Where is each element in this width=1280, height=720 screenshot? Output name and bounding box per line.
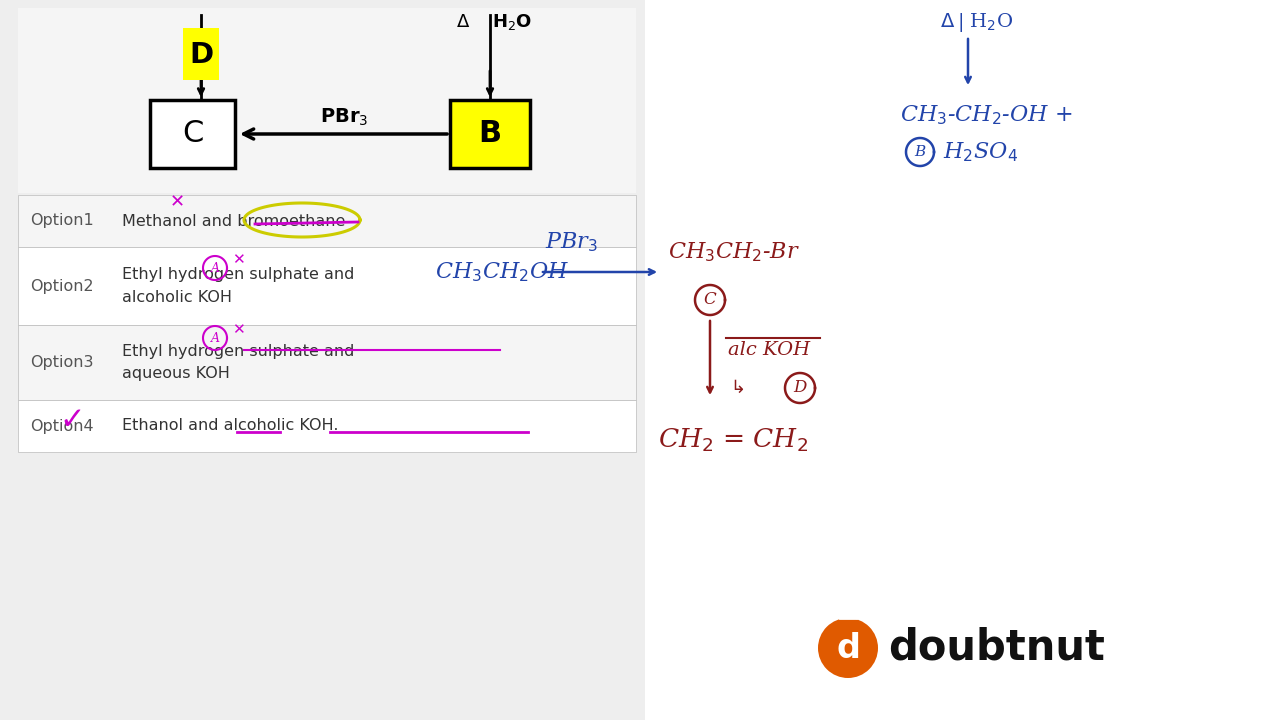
Bar (645, 0, 1280, 720)
Text: $\Delta$: $\Delta$ (940, 13, 955, 31)
Text: CH$_3$CH$_2$-Br: CH$_3$CH$_2$-Br (668, 240, 800, 264)
Bar (183, 28, 219, 80)
Text: | H$_2$O: | H$_2$O (957, 11, 1014, 34)
Text: Option1: Option1 (29, 214, 93, 228)
Text: ✕: ✕ (169, 193, 184, 211)
Bar (0, 0, 645, 720)
Text: Option4: Option4 (29, 418, 93, 433)
Text: PBr$_3$: PBr$_3$ (545, 230, 598, 254)
Text: CH$_2$ = CH$_2$: CH$_2$ = CH$_2$ (658, 426, 808, 454)
Text: alc KOH: alc KOH (728, 341, 810, 359)
Text: Methanol and bromoethane: Methanol and bromoethane (122, 214, 346, 228)
Text: CH$_3$-CH$_2$-OH +: CH$_3$-CH$_2$-OH + (900, 103, 1073, 127)
Bar (18, 195, 636, 247)
Bar (18, 325, 636, 400)
Text: d: d (836, 631, 860, 665)
Text: H$_2$SO$_4$: H$_2$SO$_4$ (943, 140, 1018, 163)
Text: CH$_3$CH$_2$OH: CH$_3$CH$_2$OH (435, 260, 570, 284)
Bar (18, 400, 636, 452)
Text: C: C (182, 120, 204, 148)
Text: Ethyl hydrogen sulphate and: Ethyl hydrogen sulphate and (122, 268, 355, 282)
Bar (18, 8, 636, 193)
Text: PBr$_3$: PBr$_3$ (320, 107, 369, 127)
Bar (18, 247, 636, 325)
Text: D: D (189, 41, 212, 69)
Text: ✓: ✓ (59, 405, 84, 434)
Text: H$_2$O: H$_2$O (492, 12, 532, 32)
Text: Ethyl hydrogen sulphate and: Ethyl hydrogen sulphate and (122, 344, 355, 359)
Bar (451, 100, 530, 168)
Text: Option2: Option2 (29, 279, 93, 294)
Text: aqueous KOH: aqueous KOH (122, 366, 230, 381)
Text: Ethanol and alcoholic KOH.: Ethanol and alcoholic KOH. (122, 418, 338, 433)
Text: ↳: ↳ (730, 379, 745, 397)
Bar (451, 100, 530, 168)
Text: Option3: Option3 (29, 355, 93, 370)
Text: doubtnut: doubtnut (888, 627, 1105, 669)
Text: A: A (210, 331, 219, 344)
Circle shape (818, 618, 878, 678)
Text: B: B (914, 145, 925, 159)
Text: C: C (704, 292, 717, 308)
Text: ✕: ✕ (232, 323, 244, 338)
Bar (150, 100, 236, 168)
Text: ✕: ✕ (232, 253, 244, 268)
Text: B: B (479, 120, 502, 148)
Text: alcoholic KOH: alcoholic KOH (122, 289, 232, 305)
Text: A: A (210, 261, 219, 274)
Text: $\Delta$: $\Delta$ (456, 13, 470, 31)
Text: D: D (794, 379, 806, 397)
